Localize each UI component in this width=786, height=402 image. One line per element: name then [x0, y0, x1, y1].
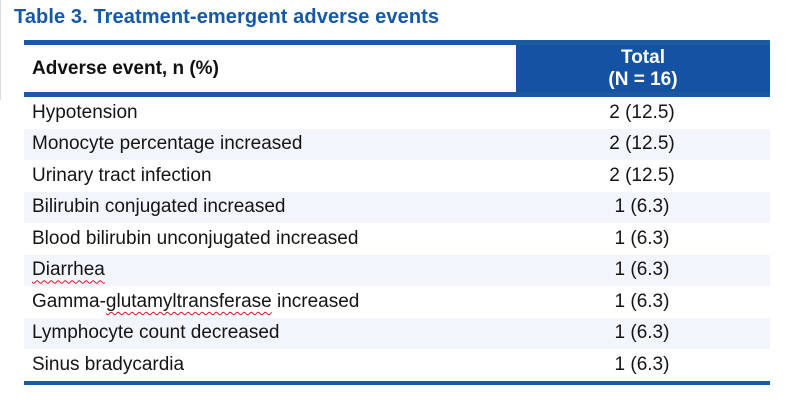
label-text: increased [271, 290, 360, 312]
table-row: Gamma-glutamyltransferase increased 1 (6.… [24, 286, 770, 318]
header-bottom-rule [24, 92, 770, 97]
table-row: Blood bilirubin unconjugated increased 1 … [24, 223, 770, 255]
count-cell: 1 (6.3) [614, 353, 670, 375]
label-text: Gamma- [32, 290, 106, 312]
count-cell: 1 (6.3) [614, 227, 670, 249]
table-row: Sinus bradycardia 1 (6.3) [24, 349, 770, 381]
table-row: Lymphocyte count decreased 1 (6.3) [24, 317, 770, 349]
column-header-adverse-event: Adverse event, n (%) [32, 57, 219, 79]
count-cell: 1 (6.3) [614, 322, 670, 344]
column-header-total: Total (N = 16) [516, 45, 770, 92]
count-cell: 1 (6.3) [614, 290, 670, 312]
adverse-event-cell: Lymphocyte count decreased [24, 322, 514, 344]
adverse-event-cell: Bilirubin conjugated increased [24, 196, 514, 218]
label-text: Hypotension [32, 101, 138, 123]
window-edge-artifact [0, 0, 1, 100]
count-cell: 2 (12.5) [609, 164, 675, 186]
n-count-label: (N = 16) [608, 68, 678, 90]
count-cell: 1 (6.3) [614, 196, 670, 218]
total-label: Total [621, 46, 665, 68]
table-row: Hypotension 2 (12.5) [24, 97, 770, 129]
count-cell: 2 (12.5) [609, 101, 675, 123]
adverse-event-cell: Sinus bradycardia [24, 354, 514, 376]
adverse-event-cell: Monocyte percentage increased [24, 133, 514, 155]
label-text: Blood bilirubin unconjugated increased [32, 227, 359, 249]
adverse-event-cell: Blood bilirubin unconjugated increased [24, 228, 514, 250]
table-row: Diarrhea 1 (6.3) [24, 254, 770, 286]
label-text: Sinus bradycardia [32, 353, 185, 375]
misspelled-word: Diarrhea [32, 259, 105, 281]
table-bottom-rule [24, 380, 770, 385]
misspelled-word: glutamyltransferase [105, 290, 272, 312]
adverse-events-table: Adverse event, n (%) Total (N = 16) Hypo… [24, 40, 770, 385]
table-title: Table 3. Treatment-emergent adverse even… [14, 6, 440, 28]
adverse-event-cell: Diarrhea [24, 259, 514, 281]
table-row: Monocyte percentage increased 2 (12.5) [24, 128, 770, 160]
label-text: Lymphocyte count decreased [32, 322, 280, 344]
table-header-row: Adverse event, n (%) Total (N = 16) [24, 45, 770, 92]
label-text: Bilirubin conjugated increased [32, 196, 286, 218]
adverse-event-cell: Gamma-glutamyltransferase increased [24, 291, 514, 313]
count-cell: 1 (6.3) [614, 259, 670, 281]
table-row: Urinary tract infection 2 (12.5) [24, 160, 770, 192]
table-row: Bilirubin conjugated increased 1 (6.3) [24, 191, 770, 223]
table-body: Hypotension 2 (12.5) Monocyte percentage i… [24, 97, 770, 381]
label-text: Urinary tract infection [32, 164, 212, 186]
table-top-rule [24, 40, 770, 45]
adverse-event-cell: Hypotension [24, 102, 514, 124]
adverse-event-cell: Urinary tract infection [24, 165, 514, 187]
count-cell: 2 (12.5) [609, 133, 675, 155]
label-text: Monocyte percentage increased [32, 133, 303, 155]
